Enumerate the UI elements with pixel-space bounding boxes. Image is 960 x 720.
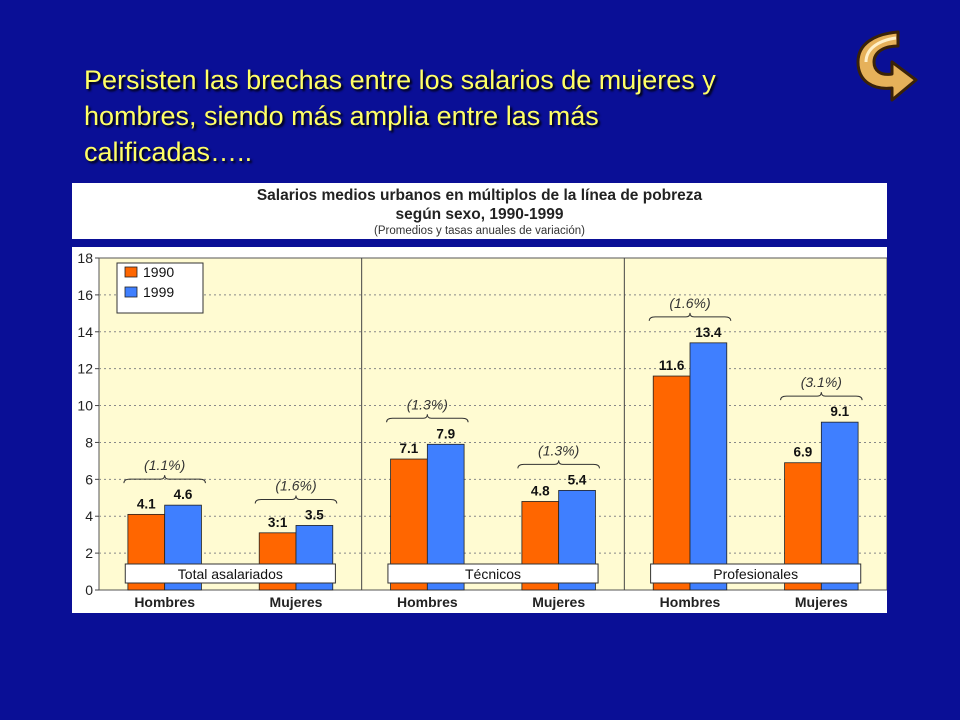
data-label: 4.1 [137, 496, 156, 511]
annotation-brace [780, 392, 863, 401]
group-label-box [387, 563, 599, 584]
annotation-brace [123, 475, 206, 484]
data-label: 11.6 [659, 358, 685, 373]
legend-swatch [124, 266, 138, 278]
y-tick-label: 6 [85, 471, 93, 487]
y-tick-label: 0 [85, 582, 93, 598]
x-tick-label: Mujeres [532, 594, 585, 610]
legend-label: 1999 [143, 284, 174, 300]
data-label: 3:1 [268, 515, 288, 530]
chart-subtitle: (Promedios y tasas anuales de variación) [374, 225, 585, 237]
x-tick-label: Hombres [397, 594, 458, 610]
title-line-1: Persisten las brechas entre los salarios… [84, 65, 716, 95]
group-label: Técnicos [465, 566, 521, 582]
title-line-2: hombres, siendo más amplia entre las más [84, 101, 599, 131]
y-tick-label: 18 [77, 250, 93, 266]
bar-chart: 0 2 4 6 8 10 12 14 16 18 Hombres 4.1 4.6 (1.1%) Mujer… [72, 247, 887, 613]
annotation-label: (1.3%) [407, 396, 448, 412]
y-tick-label: 12 [77, 361, 93, 377]
legend-swatch [124, 286, 138, 298]
y-tick-label: 14 [77, 324, 93, 340]
return-arrow-icon[interactable] [848, 28, 920, 112]
data-label: 6.9 [794, 445, 813, 460]
x-tick-label: Mujeres [270, 594, 323, 610]
y-tick-label: 4 [85, 508, 93, 524]
annotation-brace [517, 460, 600, 469]
group-label: Total asalariados [178, 566, 283, 582]
chart-header: Salarios medios urbanos en múltiplos de … [72, 183, 887, 239]
y-tick-label: 16 [77, 287, 93, 303]
data-label: 3.5 [305, 507, 324, 522]
chart-title: Salarios medios urbanos en múltiplos de … [256, 187, 703, 204]
data-label: 7.9 [436, 426, 455, 441]
annotation-label: (1.6%) [275, 477, 316, 493]
slide-title: Persisten las brechas entre los salarios… [84, 62, 844, 170]
data-label: 4.8 [531, 483, 550, 498]
group-label-box [650, 563, 862, 584]
title-line-3: calificadas….. [84, 137, 253, 167]
group-label-box [124, 563, 336, 584]
data-label: 7.1 [400, 441, 419, 456]
bar [820, 421, 859, 591]
y-tick-label: 2 [85, 545, 93, 561]
chart-title-line2: según sexo, 1990-1999 [395, 206, 564, 223]
annotation-label: (1.6%) [669, 295, 710, 311]
y-tick-label: 10 [77, 398, 93, 414]
annotation-label: (1.3%) [538, 442, 579, 458]
legend-label: 1990 [143, 264, 174, 280]
x-tick-label: Hombres [660, 594, 721, 610]
annotation-label: (3.1%) [801, 374, 842, 390]
x-tick-label: Mujeres [795, 594, 848, 610]
data-label: 4.6 [174, 487, 193, 502]
data-label: 13.4 [695, 325, 722, 340]
annotation-label: (1.1%) [144, 457, 185, 473]
bar [689, 342, 728, 591]
bar [652, 375, 691, 591]
annotation-brace [386, 414, 469, 423]
x-tick-label: Hombres [134, 594, 195, 610]
group-label: Profesionales [713, 566, 798, 582]
data-label: 5.4 [568, 472, 587, 487]
y-tick-label: 8 [85, 434, 93, 450]
data-label: 9.1 [830, 404, 849, 419]
